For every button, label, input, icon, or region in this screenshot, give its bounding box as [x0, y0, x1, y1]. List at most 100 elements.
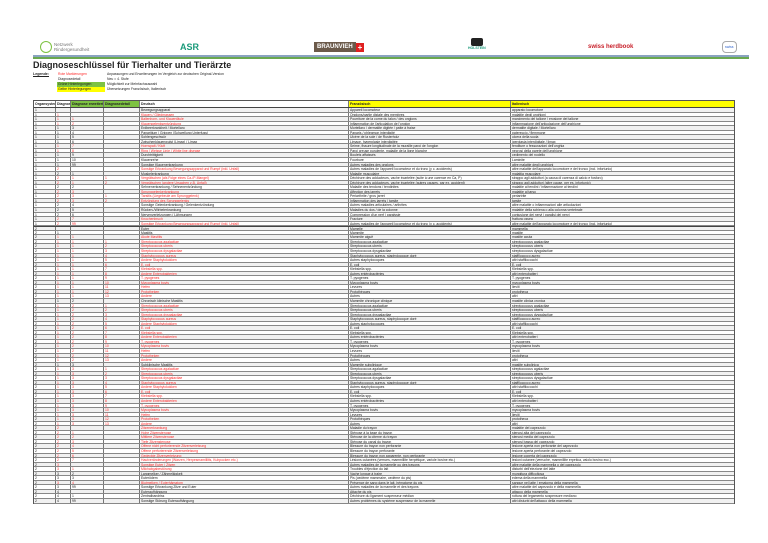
table-row[interactable]: 1 2 99 Sonstige Erkrankung Bewegungsapparat…	[34, 221, 734, 227]
table-row[interactable]: 1 1 3 Erdbeerkrankheit / Mortellaro Mortella…	[34, 126, 734, 131]
table-row[interactable]: 2 1 1 1 Streptococcus agalactiae Streptococcu…	[34, 239, 734, 245]
table-row[interactable]: 2 2 6 Gedeckte Zitzenverletzung Blessure du …	[34, 453, 734, 459]
table-row[interactable]: 2 1 2 3 Streptococcus dysgalactiae Streptococ…	[34, 312, 734, 318]
table-row[interactable]: 2 1 2 4 Staphylococcus aureus Staphylococcus …	[34, 317, 734, 322]
table-row[interactable]: 2 1 1 7 Klebsiella spp. Klebsiella spp. Klebsi…	[34, 267, 734, 272]
diagnose-erweitert-cell: 3	[71, 194, 104, 198]
table-row[interactable]: 2 3 3 Euterödem Pis (oedème mammaire, oedème…	[34, 476, 734, 481]
table-row[interactable]: 2 1 2 2 Streptococcus uberis Streptococcus ub…	[34, 308, 734, 313]
table-row[interactable]: 2 1 3 7 Klebsiella spp. Klebsiella spp. Klebsi…	[34, 394, 734, 399]
table-row[interactable]: 1 2 1 1 Vergrätschen (als Folge eines Ca-/P-…	[34, 176, 734, 181]
table-row[interactable]: 2 2 3 Tiefe Zitzenstenose Sténose du canal d…	[34, 439, 734, 445]
table-row[interactable]: 1 1 4 Panaritium / Grippen (Schwellung Unte…	[34, 130, 734, 136]
header-diagnose[interactable]: Diagnose	[57, 101, 71, 107]
header-italienisch[interactable]: Italienisch	[511, 101, 734, 107]
table-row[interactable]: 1 1 5 Sohlengeschwür Ulcère de la sole / de …	[34, 135, 734, 140]
franzoesisch-cell: Boulets affaissés	[349, 153, 511, 158]
table-row[interactable]: 2 1 1 4 Staphylococcus aureus Staphylococcus …	[34, 253, 734, 259]
table-row[interactable]: 1 2 1 Muskelerkrankung Maladie musculaire mal…	[34, 171, 734, 177]
table-row[interactable]: 2 1 3 4 Staphylococcus aureus Staphylococcus …	[34, 380, 734, 386]
table-row[interactable]: 2 1 3 6 E. coli E. coli E. coli	[34, 389, 734, 395]
table-row[interactable]: 2 1 3 12 Prototheken Protothèques prototheca	[34, 417, 734, 422]
header-organsystem[interactable]: Organsystem	[35, 101, 56, 107]
table-row[interactable]: 2 1 1 5 Andere Staphylokokken Autres staphylo…	[34, 258, 734, 263]
table-row[interactable]: 1 1 6 Zwischenklauenwulst (Limax) / Limax Li…	[34, 139, 734, 145]
table-row[interactable]: 2 1 3 2 Streptococcus uberis Streptococcus ub…	[34, 371, 734, 377]
table-row[interactable]: 2 3 4 Blutmelken / Euterhämatom Présence de …	[34, 480, 734, 486]
table-row[interactable]: 1 Bewegungsapparat Appareil locomoteur appa…	[34, 108, 734, 113]
table-row[interactable]: 1 2 4 Sonstige Gelenkerkrankung / Gelenkent…	[34, 203, 734, 209]
table-row[interactable]: 2 1 3 8 Andere Enterobakterien Autres entérob…	[34, 399, 734, 404]
header-deutsch[interactable]: Deutsch	[140, 101, 349, 107]
table-row[interactable]: 1 2 3 1 Tarsitis (Liegebeule am Sprunggelenk…	[34, 194, 734, 199]
table-row[interactable]: 2 1 1 2 Streptococcus uberis Streptococcus ub…	[34, 244, 734, 249]
organsystem-cell: 2	[34, 367, 56, 371]
table-row[interactable]: 2 1 1 13 Andere Autres altri	[34, 294, 734, 299]
table-row[interactable]: 1 1 7 Hornspalt / Kluft Seime, fissure longi…	[34, 144, 734, 149]
table-row[interactable]: 1 2 3 Sprunggelenkerkrankung Affection des j…	[34, 189, 734, 195]
table-row[interactable]: 1 1 9 Durchtrittigkeit Boulets affaissés cedi…	[34, 153, 734, 159]
diagnose-cell: 2	[56, 180, 71, 185]
table-row[interactable]: 2 1 2 11 Hefen Levures lieviti	[34, 348, 734, 354]
table-row[interactable]: 2 1 3 11 Hefen Levures lieviti	[34, 412, 734, 418]
table-row[interactable]: 2 2 2 Mittlere Zitzenstenose Sténose de la c…	[34, 435, 734, 440]
table-row[interactable]: 2 3 99 Sonstige Erkrankung Zitze und Euter A…	[34, 485, 734, 490]
table-row[interactable]: 1 2 3 2 Entzündung des Sprunggelenks Inflamma…	[34, 198, 734, 204]
table-row[interactable]: 2 Euter Mamelle mammella	[34, 226, 734, 231]
table-row[interactable]: 1 2 5 Rücken-/Wirbelerkrankung Maladies du d…	[34, 208, 734, 213]
table-row[interactable]: 1 2 7 Knochenbruch Fracture frattura ossea	[34, 217, 734, 222]
table-row[interactable]: 1 2 Sonstige Erkrankung Bewegungsapparat u…	[34, 167, 734, 172]
header-franzoesisch[interactable]: Französisch	[349, 101, 511, 107]
table-row[interactable]: 2 1 2 10 Mycoplasma bovis Mycoplasma bovis myc…	[34, 344, 734, 349]
table-row[interactable]: 2 3 Sonstige Euter / Zitzen Autres maladies…	[34, 462, 734, 468]
table-row[interactable]: 2 1 1 11 Hefen Levures lieviti	[34, 285, 734, 290]
table-row[interactable]: 2 1 3 3 Streptococcus dysgalactiae Streptococ…	[34, 376, 734, 381]
table-row[interactable]: 1 1 99 Sonstige Klauenerkrankung Autres mala…	[34, 162, 734, 168]
table-row[interactable]: 2 3 1 Milchabgabestörung Troubles d'éjection…	[34, 467, 734, 472]
table-row[interactable]: 2 1 2 7 Klebsiella spp. Klebsiella spp. Klebsi…	[34, 330, 734, 336]
table-row[interactable]: 2 1 1 Akute Mastitis Mammite aiguë mastite ac…	[34, 235, 734, 240]
table-row[interactable]: 2 1 2 5 Andere Staphylokokken Autres staphylo…	[34, 321, 734, 327]
table-row[interactable]: 2 1 3 Subklinische Mastitis Mammite subclini…	[34, 362, 734, 368]
table-row[interactable]: 1 2 2 Sehnenerkrankung / Sehnenentzündung Ma…	[34, 185, 734, 190]
table-row[interactable]: 2 1 1 3 Streptococcus dysgalactiae Streptococ…	[34, 248, 734, 254]
table-row[interactable]: 2 1 2 9 T. pyogenes T. pyogenes T. pyogenes	[34, 339, 734, 345]
table-row[interactable]: 1 2 6 Nervenverletzungen / Lähmungen Compres…	[34, 212, 734, 218]
table-row[interactable]: 2 2 5 Offene perforierende Zitzenverletzung…	[34, 449, 734, 454]
diagnose-cell: 1	[56, 294, 71, 298]
table-row[interactable]: 1 2 1 2 Vergrätschen (andere Ursachen z.B. U…	[34, 180, 734, 186]
table-row[interactable]: 2 1 3 10 Mycoplasma bovis Mycoplasma bovis myc…	[34, 408, 734, 413]
diagnose-cell: 1	[56, 321, 71, 326]
table-row[interactable]: 2 1 2 Chronisch klinische Mastitis Mammite c…	[34, 298, 734, 304]
table-row[interactable]: 2 1 3 1 Streptococcus agalactiae Streptococcu…	[34, 367, 734, 372]
table-row[interactable]: 2 4 Euteraufhängung Attache du pis attacco d…	[34, 489, 734, 495]
table-row[interactable]: 2 1 3 13 Andere Autres altri	[34, 421, 734, 427]
table-row[interactable]: 2 4 1 Zentralbandriss Déchirure du ligament …	[34, 494, 734, 500]
table-row[interactable]: 2 1 1 8 Andere Enterobakterien Autres entérob…	[34, 271, 734, 277]
table-row[interactable]: 2 1 Mastitis Mammite mastite	[34, 230, 734, 236]
table-row[interactable]: 2 1 2 12 Prototheken Protothèques prototheca	[34, 353, 734, 359]
table-row[interactable]: 2 2 Zitzenerkrankung Maladie du trayon malat…	[34, 426, 734, 431]
table-row[interactable]: 2 4 99 Sonstige Störung Euteraufhängung Autr…	[34, 499, 734, 504]
table-row[interactable]: 2 2 4 Offene nicht perforierende Zitzenverl…	[34, 444, 734, 450]
table-row[interactable]: 1 1 2 Klauengelenksentzündung Inflammation d…	[34, 121, 734, 127]
header-diagnose-erweitert[interactable]: Diagnose erweitert	[71, 101, 104, 107]
table-row[interactable]: 2 1 1 9 T. pyogenes T. pyogenes T. pyogenes	[34, 276, 734, 281]
header-diagnosedetail[interactable]: Diagnosedetail	[104, 101, 140, 107]
table-row[interactable]: 2 1 2 8 Andere Enterobakterien Autres entérob…	[34, 335, 734, 340]
table-row[interactable]: 2 2 7 Hautveränderungen (Warzen, Herpesmami…	[34, 458, 734, 463]
table-row[interactable]: 1 1 Klauen / Gliedmassen Onglons/partie dis…	[34, 112, 734, 118]
table-row[interactable]: 2 2 1 Hohe Zitzenstenose Sténose à la base d…	[34, 430, 734, 436]
table-row[interactable]: 2 1 3 5 Andere Staphylokokken Autres staphylo…	[34, 385, 734, 390]
table-row[interactable]: 2 3 2 Langmelker / Zähmelkigkeit Vache longu…	[34, 471, 734, 477]
table-row[interactable]: 2 1 2 1 Streptococcus agalactiae Streptococcu…	[34, 303, 734, 309]
table-row[interactable]: 2 1 2 6 E. coli E. coli E. coli	[34, 326, 734, 331]
table-row[interactable]: 1 1 10 Klauenrehe Fourbure Laminite	[34, 158, 734, 163]
table-row[interactable]: 2 1 1 12 Prototheken Protothèques prototheca	[34, 289, 734, 295]
table-row[interactable]: 2 1 2 13 Andere Autres altri	[34, 358, 734, 363]
table-row[interactable]: 2 1 1 10 Mycoplasma bovis Mycoplasma bovis myc…	[34, 280, 734, 286]
table-row[interactable]: 2 1 1 6 E. coli E. coli E. coli	[34, 262, 734, 268]
table-row[interactable]: 1 1 8 Ring / Weisse Linie / White line dise…	[34, 148, 734, 154]
table-row[interactable]: 2 1 3 9 T. pyogenes T. pyogenes T. pyogenes	[34, 403, 734, 409]
table-row[interactable]: 1 1 1 Ballenhorn- und Klauenfäule Pourriture…	[34, 117, 734, 122]
